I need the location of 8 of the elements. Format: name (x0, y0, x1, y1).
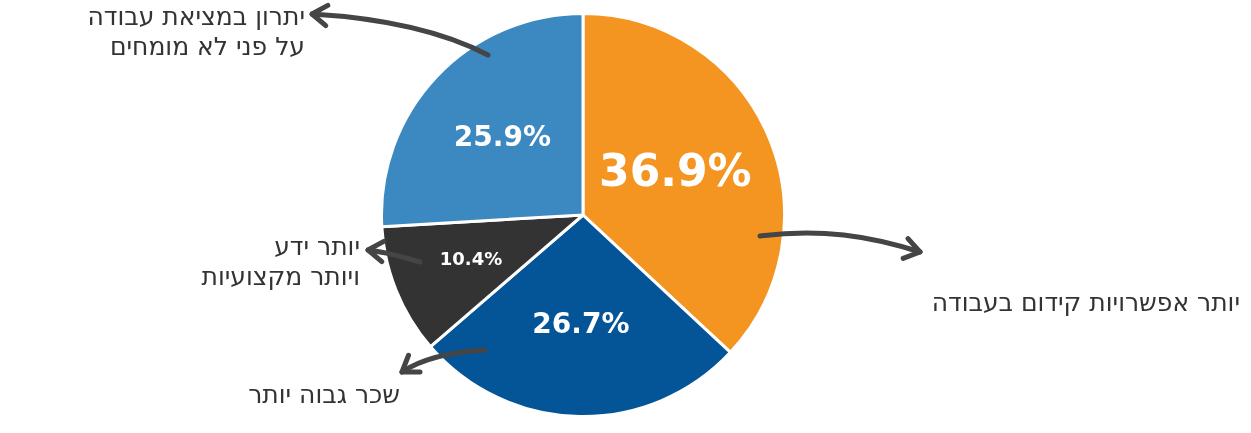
data-label: 25.9% (453, 120, 551, 154)
slice-label: יותר אפשרויות קידום בעבודה (931, 288, 1240, 318)
data-label: 26.7% (532, 307, 630, 341)
data-label: 10.4% (439, 248, 503, 270)
data-label: 36.9% (599, 145, 752, 197)
slice-label: שכר גבוה יותר (248, 380, 400, 410)
slice-label: יותר ידע ויותר מקצועיות (201, 232, 360, 292)
slice-label: יתרון במציאת עבודה על פני לא מומחים (87, 2, 305, 62)
